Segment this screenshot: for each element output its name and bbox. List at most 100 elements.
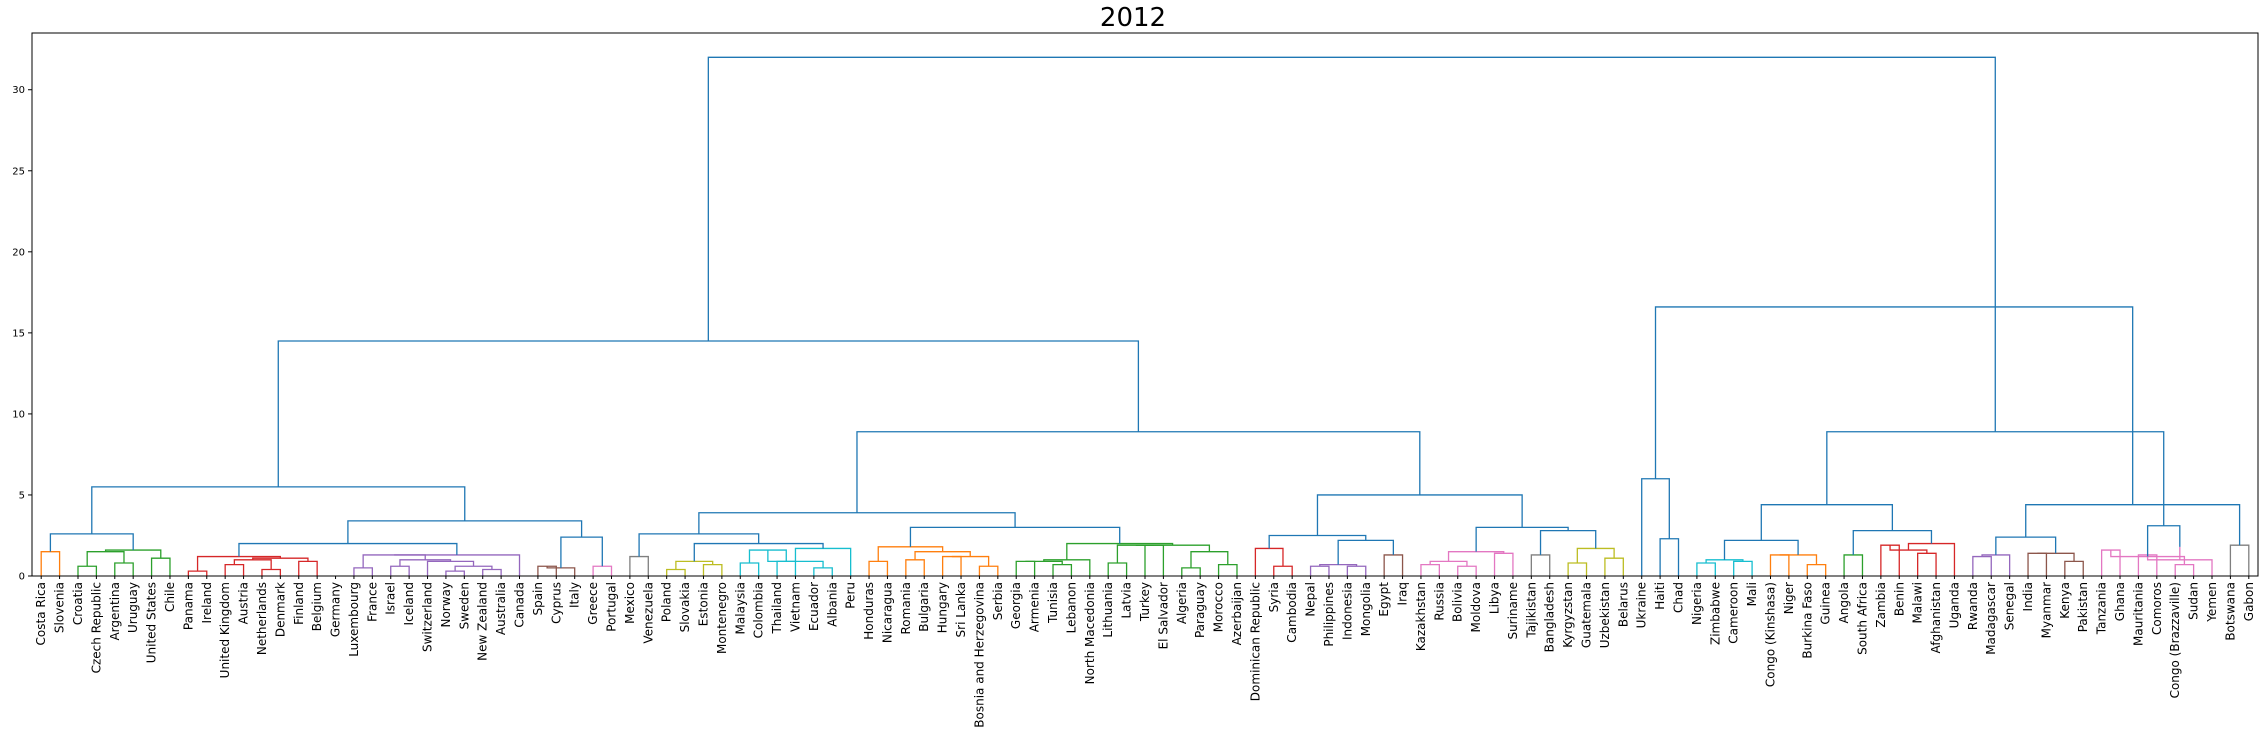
leaf-label: Slovakia <box>678 582 692 632</box>
leaf-label: Guatemala <box>1580 582 1594 648</box>
leaf-label: Cambodia <box>1285 582 1299 643</box>
leaf-label: Comoros <box>2150 582 2164 635</box>
leaf-label: Yemen <box>2205 582 2219 623</box>
dendrogram-link <box>390 565 410 576</box>
dendrogram-link <box>1659 538 1680 576</box>
leaf-label: Azerbaijan <box>1230 582 1244 645</box>
leaf-label: Bosnia and Herzegovina <box>972 582 986 728</box>
dendrogram-link <box>592 565 613 576</box>
leaf-label: Indonesia <box>1340 582 1354 640</box>
leaf-label: Turkey <box>1138 582 1152 622</box>
dendrogram-link <box>1268 534 1367 549</box>
leaf-label: Germany <box>329 582 343 637</box>
dendrogram-link <box>187 570 208 576</box>
dendrogram-link <box>1972 555 1992 576</box>
leaf-label: Burkina Faso <box>1800 582 1814 659</box>
dendrogram-link <box>1654 306 2134 505</box>
leaf-label: Tanzania <box>2095 582 2109 635</box>
dendrogram-link <box>1889 545 1928 554</box>
y-tick-label: 10 <box>12 409 25 420</box>
dendrogram-link <box>1981 554 2011 576</box>
dendrogram-link <box>1723 539 1799 560</box>
dendrogram-link <box>666 568 686 576</box>
dendrogram-link <box>1181 567 1201 576</box>
dendrogram-link <box>1273 565 1293 576</box>
leaf-label: United States <box>145 582 159 663</box>
leaf-label: Kazakhstan <box>1414 582 1428 651</box>
dendrogram-link <box>353 567 373 576</box>
leaf-label: Congo (Brazzaville) <box>2168 582 2182 698</box>
dendrogram-link <box>877 546 944 562</box>
leaf-label: New Zealand <box>476 582 490 661</box>
leaf-label: Cameroon <box>1727 582 1741 644</box>
dendrogram-link <box>1190 551 1229 568</box>
leaf-label: Serbia <box>991 582 1005 620</box>
dendrogram-link <box>1576 547 1615 564</box>
leaf-label: Iceland <box>402 582 416 625</box>
dendrogram-link <box>454 565 493 572</box>
leaf-label: Dominican Republic <box>1248 582 1262 701</box>
leaf-label: Congo (Kinshasa) <box>1763 582 1777 687</box>
leaf-label: Belgium <box>310 582 324 631</box>
leaf-label: Argentina <box>108 582 122 641</box>
leaf-label: Uzbekistan <box>1598 582 1612 648</box>
dendrogram-link <box>1907 542 1956 576</box>
leaf-label: Pakistan <box>2076 582 2090 632</box>
dendrogram-link <box>1733 560 1753 576</box>
leaf-label: Netherlands <box>255 582 269 655</box>
leaf-label: Rwanda <box>1966 582 1980 630</box>
dendrogram-link <box>856 431 1421 513</box>
leaf-label: Ukraine <box>1635 582 1649 628</box>
dendrogram-link <box>445 570 465 576</box>
leaf-label: Malawi <box>1911 582 1925 624</box>
dendrogram-link <box>1319 564 1358 567</box>
y-tick-label: 25 <box>12 166 25 177</box>
y-tick-label: 20 <box>12 247 25 258</box>
leaf-label: Montenegro <box>715 582 729 654</box>
leaf-label: Switzerland <box>421 582 435 652</box>
dendrogram-link <box>905 559 925 576</box>
dendrogram-link <box>951 555 990 567</box>
dendrogram-link <box>1447 551 1505 562</box>
leaf-label: Benin <box>1892 582 1906 616</box>
dendrogram-link <box>1696 562 1716 576</box>
leaf-label: North Macedonia <box>1083 582 1097 684</box>
dendrogram-link <box>868 560 889 576</box>
leaf-label: Cyprus <box>549 582 563 624</box>
dendrogram-links <box>40 56 2250 576</box>
dendrogram-link <box>2146 525 2181 557</box>
leaf-label: Uruguay <box>126 582 140 633</box>
leaf-label: India <box>2021 582 2035 611</box>
dendrogram-link <box>914 551 971 560</box>
leaf-label: Poland <box>660 582 674 622</box>
dendrogram-link <box>1052 564 1073 576</box>
leaf-label: Panama <box>181 582 195 630</box>
leaf-label: Tunisia <box>1046 582 1060 624</box>
leaf-label: Hungary <box>936 582 950 633</box>
dendrogram-link <box>693 542 824 562</box>
dendrogram-link <box>2027 552 2048 576</box>
dendrogram-link <box>638 533 760 557</box>
leaf-label: Mali <box>1745 582 1759 606</box>
dendrogram-link <box>1604 557 1624 576</box>
dendrogram-link <box>813 567 833 576</box>
dendrogram-link <box>2064 560 2084 576</box>
leaf-label: Bolivia <box>1451 582 1465 622</box>
dendrogram-link <box>2174 564 2195 576</box>
leaf-label: Belarus <box>1616 582 1630 627</box>
leaf-label: Ghana <box>2113 582 2127 621</box>
leaf-label: Mexico <box>623 582 637 624</box>
y-tick-label: 5 <box>19 490 25 501</box>
leaf-label: Costa Rica <box>34 582 48 645</box>
leaf-label: Libya <box>1488 582 1502 614</box>
leaf-label: Zambia <box>1874 582 1888 628</box>
dendrogram-link <box>1346 565 1367 576</box>
dendrogram-link <box>104 549 162 559</box>
leaf-label: Syria <box>1267 582 1281 612</box>
dendrogram-link <box>2229 544 2250 576</box>
leaf-label: Sudan <box>2187 582 2201 620</box>
leaf-label: Angola <box>1837 582 1851 623</box>
dendrogram-link <box>1316 494 1523 536</box>
leaf-label: Iraq <box>1396 582 1410 605</box>
dendrogram-link <box>49 533 134 552</box>
